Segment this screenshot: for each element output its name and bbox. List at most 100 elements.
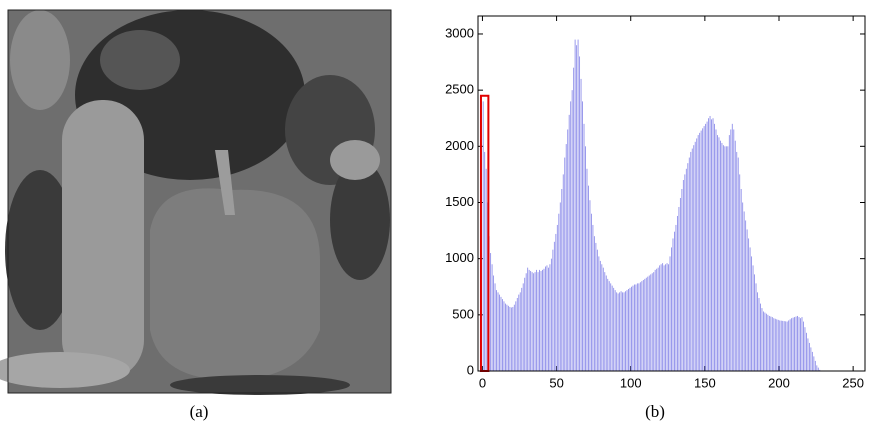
bar xyxy=(763,311,764,371)
bar xyxy=(572,90,573,371)
bar xyxy=(615,290,616,371)
caption: (b) xyxy=(645,402,665,421)
bar xyxy=(720,141,721,371)
bar xyxy=(684,174,685,371)
bar xyxy=(724,146,725,371)
bar xyxy=(630,288,631,371)
bar xyxy=(717,135,718,371)
bar xyxy=(750,247,751,371)
bar xyxy=(541,271,542,371)
bar xyxy=(807,338,808,371)
bar xyxy=(592,225,593,371)
bar xyxy=(810,347,811,371)
bar xyxy=(554,242,555,371)
bar xyxy=(584,124,585,371)
bar xyxy=(520,292,521,371)
bar xyxy=(781,321,782,371)
bar xyxy=(486,169,487,371)
bar xyxy=(590,200,591,371)
bar xyxy=(776,319,777,371)
bar xyxy=(634,284,635,371)
bar xyxy=(582,101,583,371)
bar xyxy=(641,281,642,371)
bar xyxy=(676,225,677,371)
bar xyxy=(708,118,709,371)
bar xyxy=(539,270,540,371)
bar xyxy=(766,314,767,371)
bar xyxy=(772,317,773,371)
bar xyxy=(751,256,752,371)
bar xyxy=(686,169,687,371)
bar xyxy=(644,279,645,371)
bar xyxy=(598,256,599,371)
bar xyxy=(747,229,748,371)
bar xyxy=(490,253,491,371)
bar xyxy=(732,124,733,371)
bar xyxy=(506,305,507,371)
bar xyxy=(721,143,722,371)
bar xyxy=(699,133,700,371)
bar xyxy=(604,272,605,371)
bar xyxy=(502,299,503,371)
bar xyxy=(542,270,543,371)
bar xyxy=(815,361,816,371)
bar xyxy=(748,238,749,371)
bar xyxy=(680,198,681,371)
bar xyxy=(536,270,537,371)
bar xyxy=(762,308,763,371)
bar xyxy=(664,265,665,371)
bar xyxy=(713,118,714,371)
bar xyxy=(671,247,672,371)
bar xyxy=(578,40,579,371)
x-tick-label: 100 xyxy=(620,375,642,390)
bar xyxy=(646,278,647,371)
bar xyxy=(716,129,717,371)
bar xyxy=(736,152,737,371)
bar xyxy=(739,174,740,371)
bar xyxy=(552,250,553,371)
bar xyxy=(618,293,619,371)
bar xyxy=(797,316,798,371)
bar xyxy=(545,267,546,371)
bar xyxy=(557,225,558,371)
bar xyxy=(579,56,580,371)
bar xyxy=(595,243,596,371)
bar xyxy=(601,264,602,371)
bar xyxy=(809,343,810,371)
bar xyxy=(677,216,678,371)
bar xyxy=(692,149,693,371)
bar xyxy=(785,321,786,371)
bar xyxy=(800,318,801,371)
bar xyxy=(723,145,724,371)
bar xyxy=(770,317,771,371)
bar xyxy=(524,278,525,371)
bar xyxy=(698,135,699,371)
bar xyxy=(711,119,712,371)
bar xyxy=(627,290,628,371)
bar xyxy=(742,202,743,371)
bar xyxy=(505,304,506,371)
bar xyxy=(566,144,567,371)
bar xyxy=(616,292,617,371)
bar xyxy=(727,146,728,371)
bar xyxy=(499,295,500,371)
bar xyxy=(625,291,626,371)
bar xyxy=(640,282,641,371)
bar xyxy=(493,276,494,371)
bar xyxy=(784,321,785,371)
bar xyxy=(689,158,690,371)
bar xyxy=(526,273,527,371)
bar xyxy=(805,327,806,371)
bar xyxy=(555,234,556,371)
bar xyxy=(564,158,565,371)
bar xyxy=(549,264,550,371)
bar xyxy=(581,79,582,371)
page: {"caption_a": "(a)", "caption_b": "(b)",… xyxy=(0,0,871,431)
bar xyxy=(610,283,611,371)
bar xyxy=(759,298,760,371)
bar xyxy=(796,317,797,371)
bar xyxy=(674,232,675,371)
x-tick-label: 0 xyxy=(479,375,486,390)
bar xyxy=(733,129,734,371)
bar xyxy=(779,320,780,371)
